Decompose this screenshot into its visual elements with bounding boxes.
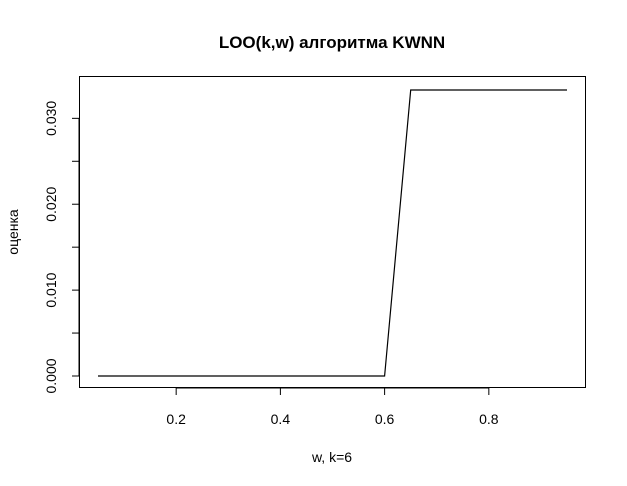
series-layer	[98, 89, 567, 377]
y-axis: 0.000 0.010 0.020 0.030	[43, 101, 80, 394]
y-tick-label: 0.000	[43, 358, 59, 393]
x-axis: 0.2 0.4 0.6 0.8	[166, 387, 499, 427]
y-tick-label: 0.010	[43, 272, 59, 307]
y-tick-label: 0.020	[43, 187, 59, 222]
y-axis-label: оценка	[5, 209, 21, 255]
y-tick-label: 0.030	[43, 101, 59, 136]
x-tick-label: 0.4	[271, 411, 291, 427]
x-tick-label: 0.8	[479, 411, 499, 427]
x-axis-label: w, k=6	[311, 449, 352, 465]
chart-title: LOO(k,w) алгоритма KWNN	[219, 33, 445, 52]
x-tick-label: 0.6	[375, 411, 395, 427]
x-tick-label: 0.2	[166, 411, 186, 427]
plot-frame	[79, 76, 586, 388]
series-line	[98, 89, 567, 377]
